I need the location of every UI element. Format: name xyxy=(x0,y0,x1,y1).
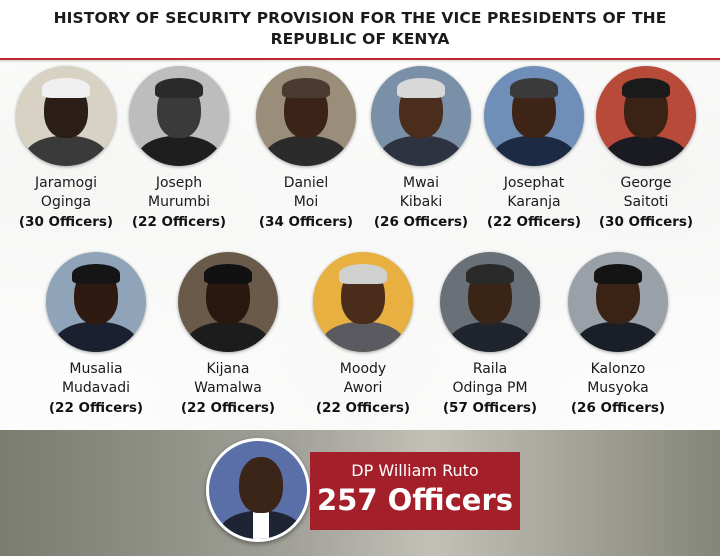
suit-shape xyxy=(54,322,138,352)
suit-shape xyxy=(604,136,688,166)
vice-presidents-panel: Jaramogi Oginga (30 Officers) Joseph Murumbi… xyxy=(0,62,720,430)
vp-card: Jaramogi Oginga (30 Officers) xyxy=(8,66,124,232)
vp-name: Jaramogi Oginga xyxy=(8,174,124,212)
shirt-shape xyxy=(253,511,269,539)
vp-first-name: Mwai xyxy=(403,175,439,191)
vp-card: Kijana Wamalwa (22 Officers) xyxy=(170,252,286,418)
hair-shape xyxy=(466,264,514,284)
hair-shape xyxy=(622,78,670,98)
vp-name: Kalonzo Musyoka xyxy=(560,360,676,398)
vp-last-name: Musyoka xyxy=(587,380,649,396)
hair-shape xyxy=(339,264,387,284)
vp-photo xyxy=(484,66,584,166)
vp-officers: (30 Officers) xyxy=(598,214,694,230)
vp-photo xyxy=(178,252,278,352)
suit-shape xyxy=(24,136,108,166)
vp-card: Kalonzo Musyoka (26 Officers) xyxy=(560,252,676,418)
vp-card: George Saitoti (30 Officers) xyxy=(588,66,704,232)
vp-name: Raila Odinga PM xyxy=(432,360,548,398)
vp-officers: (34 Officers) xyxy=(258,214,354,230)
vp-card: Moody Awori (22 Officers) xyxy=(305,252,421,418)
vp-name: Josephat Karanja xyxy=(476,174,592,212)
vp-photo xyxy=(46,252,146,352)
vp-first-name: Kijana xyxy=(206,361,250,377)
vp-officers: (26 Officers) xyxy=(373,214,469,230)
vp-officers: (22 Officers) xyxy=(131,214,227,230)
vp-name: Joseph Murumbi xyxy=(121,174,237,212)
hair-shape xyxy=(282,78,330,98)
vp-last-name: Wamalwa xyxy=(194,380,262,396)
vp-first-name: Musalia xyxy=(69,361,123,377)
vp-photo xyxy=(440,252,540,352)
vp-photo xyxy=(371,66,471,166)
vp-last-name: Moi xyxy=(293,194,319,210)
vp-photo xyxy=(568,252,668,352)
hair-shape xyxy=(204,264,252,284)
vp-name: Kijana Wamalwa xyxy=(170,360,286,398)
vp-last-name: Odinga PM xyxy=(452,380,528,396)
vp-officers: (57 Officers) xyxy=(442,400,538,416)
vp-card: Daniel Moi (34 Officers) xyxy=(248,66,364,232)
page-header: HISTORY OF SECURITY PROVISION FOR THE VI… xyxy=(0,0,720,60)
vp-last-name: Saitoti xyxy=(623,194,669,210)
vp-first-name: Raila xyxy=(472,361,508,377)
vp-last-name: Mudavadi xyxy=(61,380,131,396)
vp-last-name: Murumbi xyxy=(148,194,210,210)
vp-card: Musalia Mudavadi (22 Officers) xyxy=(38,252,154,418)
current-dp-name: DP William Ruto xyxy=(351,461,479,480)
vp-last-name: Oginga xyxy=(40,194,92,210)
vp-photo xyxy=(596,66,696,166)
vp-name: Musalia Mudavadi xyxy=(38,360,154,398)
vp-card: Joseph Murumbi (22 Officers) xyxy=(121,66,237,232)
vp-first-name: Jaramogi xyxy=(34,175,98,191)
vp-first-name: Daniel xyxy=(283,175,329,191)
vp-officers: (22 Officers) xyxy=(48,400,144,416)
hair-shape xyxy=(72,264,120,284)
suit-shape xyxy=(379,136,463,166)
vp-officers: (26 Officers) xyxy=(570,400,666,416)
vp-first-name: Josephat xyxy=(503,175,565,191)
vp-card: Raila Odinga PM (57 Officers) xyxy=(432,252,548,418)
current-dp-officers: 257 Officers xyxy=(316,483,514,517)
vp-photo xyxy=(256,66,356,166)
suit-shape xyxy=(576,322,660,352)
vp-officers: (30 Officers) xyxy=(18,214,114,230)
vp-first-name: George xyxy=(620,175,672,191)
hair-shape xyxy=(594,264,642,284)
head-shape xyxy=(239,457,283,513)
hair-shape xyxy=(510,78,558,98)
suit-shape xyxy=(321,322,405,352)
vp-name: Mwai Kibaki xyxy=(363,174,479,212)
hair-shape xyxy=(42,78,90,98)
vp-name: George Saitoti xyxy=(588,174,704,212)
vp-photo xyxy=(129,66,229,166)
suit-shape xyxy=(137,136,221,166)
current-dp-box: DP William Ruto 257 Officers xyxy=(310,452,520,530)
vp-first-name: Kalonzo xyxy=(590,361,646,377)
suit-shape xyxy=(492,136,576,166)
vp-last-name: Karanja xyxy=(507,194,561,210)
vp-card: Mwai Kibaki (26 Officers) xyxy=(363,66,479,232)
suit-shape xyxy=(186,322,270,352)
vp-first-name: Joseph xyxy=(155,175,203,191)
vp-last-name: Kibaki xyxy=(399,194,443,210)
hair-shape xyxy=(397,78,445,98)
current-dp-photo xyxy=(206,438,310,542)
vp-photo xyxy=(313,252,413,352)
suit-shape xyxy=(448,322,532,352)
vp-name: Daniel Moi xyxy=(248,174,364,212)
vp-last-name: Awori xyxy=(343,380,383,396)
vp-photo xyxy=(16,66,116,166)
vp-officers: (22 Officers) xyxy=(315,400,411,416)
vp-officers: (22 Officers) xyxy=(180,400,276,416)
vp-name: Moody Awori xyxy=(305,360,421,398)
vp-officers: (22 Officers) xyxy=(486,214,582,230)
vp-first-name: Moody xyxy=(339,361,387,377)
vp-card: Josephat Karanja (22 Officers) xyxy=(476,66,592,232)
page-title: HISTORY OF SECURITY PROVISION FOR THE VI… xyxy=(53,9,667,48)
hair-shape xyxy=(155,78,203,98)
suit-shape xyxy=(264,136,348,166)
